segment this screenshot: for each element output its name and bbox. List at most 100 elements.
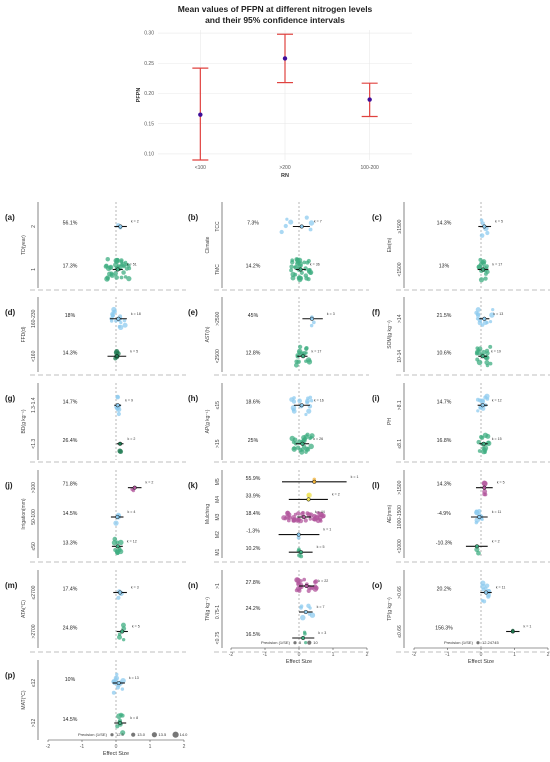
study-point — [111, 690, 116, 695]
legend-swatch — [151, 732, 157, 738]
category-label: ≤8.1 — [397, 439, 403, 449]
mean-marker — [118, 441, 123, 446]
y-tick-label: 0.20 — [144, 91, 154, 97]
effect-percent: 18.4% — [246, 511, 261, 517]
study-point — [120, 687, 125, 691]
effect-percent: 56.1% — [63, 221, 78, 227]
study-point — [312, 586, 319, 592]
study-point — [477, 509, 482, 514]
mean-marker — [483, 590, 489, 595]
study-point — [308, 443, 314, 450]
study-point — [123, 260, 128, 265]
effect-percent: 26.4% — [63, 438, 78, 444]
study-point — [299, 605, 303, 610]
figure-title-line1: Mean values of PFPN at different nitroge… — [178, 4, 373, 14]
y-axis-title: PH — [387, 418, 393, 425]
category-label: <160 — [31, 350, 37, 361]
effect-percent: 10.2% — [246, 546, 261, 552]
study-point — [111, 313, 115, 318]
mean-marker — [299, 403, 304, 408]
effect-percent: 24.8% — [63, 626, 78, 632]
category-label: <0.75 — [215, 631, 221, 644]
category-label: M4 — [215, 496, 221, 503]
study-point — [484, 360, 490, 366]
mean-marker — [482, 485, 487, 490]
study-point — [488, 361, 493, 366]
study-point — [113, 520, 119, 526]
y-axis-title: Ele(m) — [387, 237, 393, 252]
category-label: >100 — [31, 482, 37, 493]
study-point — [115, 395, 120, 399]
mean-marker — [303, 609, 308, 615]
mean-marker — [118, 224, 123, 229]
top-chart: 0.30 0.25 0.20 0.15 0.10 <100 >200 100-200 RN PFP… — [136, 30, 412, 179]
k-count: k = 5 — [317, 545, 325, 549]
category-label: >1 — [215, 583, 221, 589]
effect-percent: 156.3% — [435, 626, 453, 632]
k-count: k = 3 — [318, 631, 326, 635]
mean-marker — [115, 403, 120, 408]
x-tick-label: -1 — [80, 744, 85, 750]
study-point — [105, 256, 110, 262]
study-point — [484, 356, 488, 360]
study-point — [483, 395, 488, 400]
study-point — [480, 221, 485, 226]
k-count: k = 7 — [317, 605, 325, 609]
legend-item: 12.5 — [116, 732, 125, 737]
study-point — [292, 437, 298, 443]
k-count: k = 4 — [127, 510, 135, 514]
study-point — [306, 277, 311, 282]
category-label: ≤15 — [215, 401, 221, 410]
study-point — [296, 359, 301, 365]
category-label: M1 — [215, 549, 221, 556]
panel-label: (e) — [188, 308, 198, 317]
study-point — [302, 630, 307, 634]
k-count: k = 5 — [132, 625, 140, 629]
study-point — [479, 233, 485, 238]
study-point — [303, 273, 309, 278]
study-point — [304, 215, 309, 220]
k-count: k = 12 — [127, 539, 137, 543]
mean-marker — [296, 532, 301, 537]
study-point — [309, 399, 314, 403]
mean-marker — [306, 497, 311, 502]
mean-marker — [301, 635, 306, 641]
study-point — [301, 510, 305, 515]
study-point — [482, 447, 488, 453]
study-point — [289, 264, 294, 269]
k-count: k = 7 — [314, 220, 322, 224]
forest-panels: (a)TD(year)2 56.1% k = 21 17.3% k = 51(b)Cli… — [5, 202, 550, 757]
legend-swatch — [307, 640, 312, 645]
panel-label: (l) — [372, 481, 380, 490]
x-tick-label: 1 — [513, 652, 516, 658]
study-point — [108, 264, 114, 270]
study-point — [302, 260, 307, 265]
study-point — [122, 322, 128, 328]
study-point — [123, 275, 128, 279]
legend-item: 12.24745 — [482, 640, 499, 645]
study-point — [291, 408, 297, 414]
study-point — [114, 275, 119, 280]
study-point — [475, 317, 480, 321]
mean-marker — [114, 354, 120, 359]
effect-percent: 14.7% — [63, 399, 78, 405]
k-count: k = 9 — [125, 398, 133, 402]
mean-marker — [482, 224, 487, 229]
study-point — [478, 277, 485, 283]
study-point — [482, 480, 488, 487]
x-tick-label: -2 — [229, 652, 234, 658]
study-point — [293, 512, 298, 517]
study-point — [307, 612, 312, 616]
study-point — [117, 632, 122, 636]
k-count: k = 5 — [130, 349, 138, 353]
category-label: >0.66 — [397, 586, 403, 599]
mean-marker — [309, 316, 314, 321]
panel-l: (l) AE(mm) >1500 14.3% k = 5 1000-1500 -4.9% k … — [372, 470, 550, 563]
panel-label: (a) — [5, 213, 15, 222]
legend-item: 14.0 — [180, 732, 189, 737]
study-point — [124, 266, 129, 271]
x-tick-label: 2 — [183, 744, 186, 750]
study-point — [111, 540, 118, 546]
panel-d: (d) FFD(d) 160-230 18% k = 18 <160 14.3% k = 5 — [5, 297, 186, 376]
